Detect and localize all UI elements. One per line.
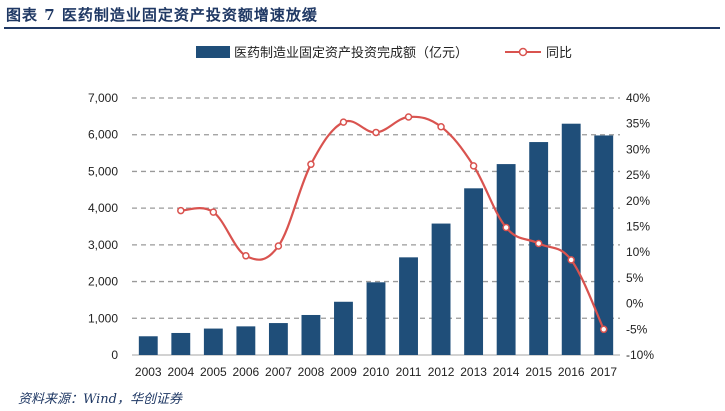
figure-title: 图表 7 医药制造业固定资产投资额增速放缓 — [6, 6, 318, 24]
yoy-point — [437, 123, 445, 131]
bar — [399, 257, 418, 355]
left-tick-label: 5,000 — [88, 164, 118, 178]
left-tick-label: 6,000 — [88, 128, 118, 142]
bar — [594, 135, 614, 355]
x-tick-label: 2003 — [135, 365, 162, 379]
legend-bar-label: 医药制造业固定资产投资完成额（亿元） — [234, 45, 468, 61]
bar — [529, 142, 549, 355]
left-tick-label: 1,000 — [88, 311, 118, 325]
x-axis-ticks: 2003 2004 2005 2006 2007 2008 2009 2010 2011 2012… — [135, 365, 617, 379]
right-tick-label: 15% — [626, 220, 650, 234]
x-tick-label: 2016 — [558, 365, 585, 379]
bar — [366, 282, 386, 355]
right-tick-label: -5% — [626, 322, 648, 336]
x-tick-label: 2009 — [330, 365, 357, 379]
x-tick-label: 2015 — [525, 365, 552, 379]
yoy-point — [274, 242, 283, 250]
x-tick-label: 2012 — [428, 365, 455, 379]
left-tick-label: 0 — [111, 348, 118, 362]
legend-bar-swatch — [196, 46, 230, 58]
right-tick-label: 25% — [626, 168, 650, 182]
x-tick-label: 2011 — [396, 365, 422, 379]
bar — [203, 328, 223, 355]
x-tick-label: 2017 — [590, 365, 617, 379]
x-tick-label: 2014 — [493, 365, 520, 379]
yoy-point — [534, 239, 543, 248]
bar — [236, 326, 256, 355]
yoy-point — [339, 118, 348, 126]
bar — [138, 336, 158, 355]
yoy-point — [372, 128, 380, 137]
right-axis-ticks: -10% -5% 0% 5% 10% 15% 20% 25% 30% 35% 40% — [626, 91, 654, 362]
bar — [301, 314, 321, 355]
x-tick-label: 2007 — [265, 365, 292, 379]
x-tick-label: 2004 — [167, 365, 194, 379]
yoy-point — [567, 256, 575, 264]
yoy-point — [242, 252, 250, 260]
bar — [464, 188, 484, 355]
left-tick-label: 4,000 — [88, 201, 118, 215]
right-tick-label: 0% — [626, 297, 644, 311]
bar — [431, 223, 451, 355]
yoy-point — [469, 162, 478, 170]
right-tick-label: 20% — [626, 194, 650, 208]
legend: 医药制造业固定资产投资完成额（亿元） 同比 — [196, 45, 572, 61]
right-tick-label: -10% — [626, 348, 654, 362]
source-note: 资料来源：Wind，华创证券 — [18, 392, 182, 407]
yoy-point — [177, 206, 185, 215]
bar — [496, 164, 516, 355]
right-tick-label: 35% — [626, 117, 650, 131]
x-tick-label: 2008 — [298, 365, 325, 379]
x-tick-label: 2006 — [233, 365, 260, 379]
yoy-point — [307, 160, 315, 169]
right-tick-label: 10% — [626, 245, 650, 259]
right-tick-label: 5% — [626, 271, 644, 285]
yoy-point — [502, 223, 510, 232]
x-tick-label: 2010 — [363, 365, 390, 379]
bar — [171, 332, 191, 355]
yoy-line — [177, 113, 608, 334]
yoy-point — [209, 208, 218, 216]
left-tick-label: 2,000 — [88, 275, 118, 289]
right-tick-label: 40% — [626, 91, 650, 105]
bar — [334, 301, 353, 355]
legend-line-marker — [518, 47, 528, 57]
x-tick-label: 2013 — [460, 365, 487, 379]
yoy-point — [599, 325, 608, 334]
bar — [268, 323, 288, 355]
left-axis-ticks: 0 1,000 2,000 3,000 4,000 5,000 6,000 7,000 — [88, 91, 118, 362]
bar — [561, 123, 581, 355]
bars — [138, 123, 614, 355]
legend-line-label: 同比 — [546, 46, 572, 61]
right-tick-label: 30% — [626, 142, 650, 156]
title-rule — [4, 27, 720, 29]
left-tick-label: 3,000 — [88, 238, 118, 252]
left-tick-label: 7,000 — [88, 91, 118, 105]
x-tick-label: 2005 — [200, 365, 227, 379]
yoy-point — [404, 113, 413, 121]
